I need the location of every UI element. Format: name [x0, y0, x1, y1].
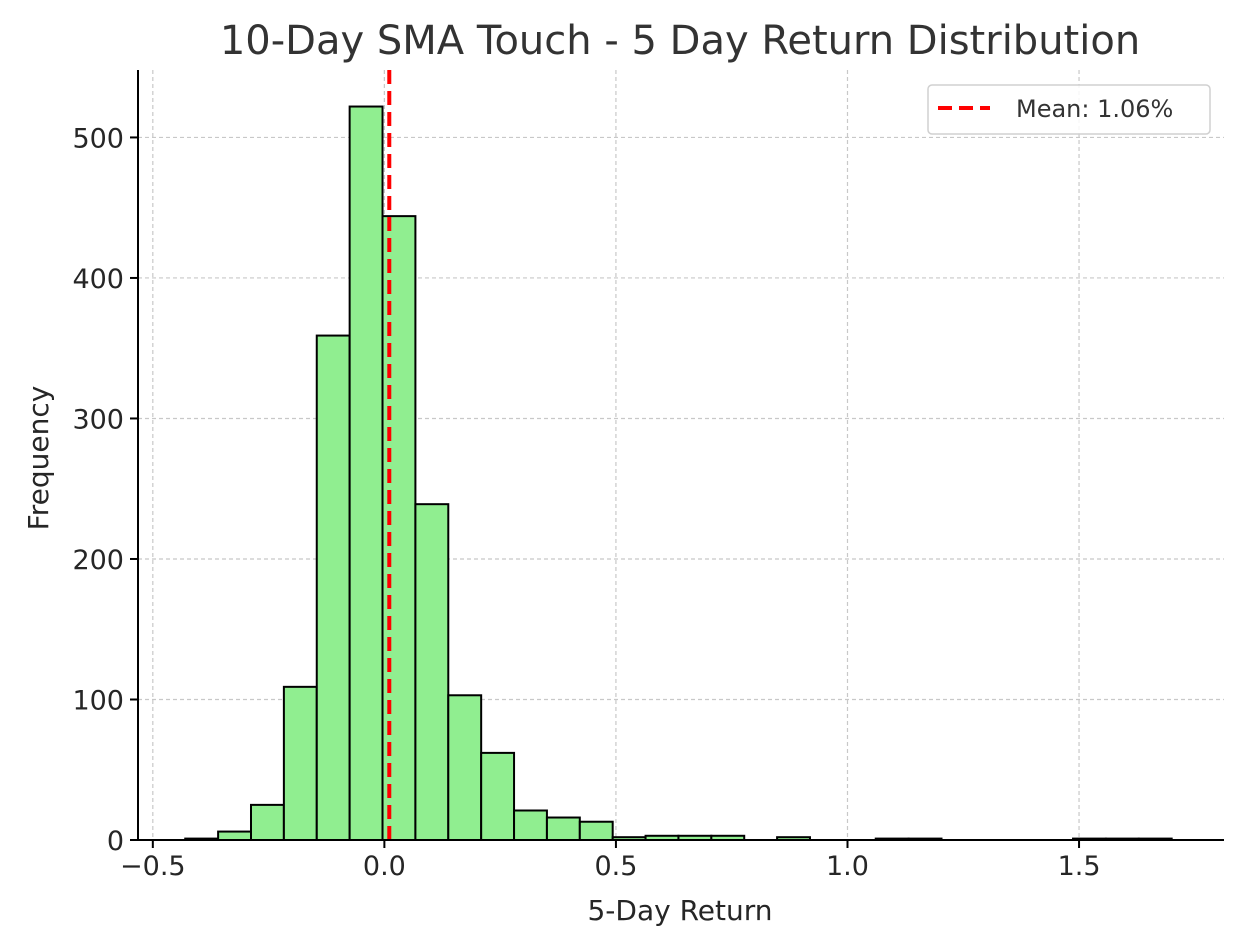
y-tick-label: 200: [72, 545, 124, 576]
histogram-bar: [348, 105, 384, 842]
legend: Mean: 1.06%: [927, 84, 1211, 135]
x-tick-label: −0.5: [120, 851, 186, 882]
x-axis-label: 5-Day Return: [587, 894, 772, 927]
histogram-bar: [480, 751, 516, 842]
y-axis-label: Frequency: [22, 386, 55, 531]
legend-mean-label: Mean: 1.06%: [1016, 95, 1173, 123]
histogram-bar: [282, 685, 318, 842]
x-axis-ticks: −0.5 0.0 0.5 1.0 1.5: [120, 840, 1101, 882]
y-tick-label: 100: [72, 685, 124, 716]
y-tick-label: 300: [72, 404, 124, 435]
histogram-bar: [447, 694, 483, 842]
histogram-bar: [513, 809, 548, 841]
chart-title: 10-Day SMA Touch - 5 Day Return Distribu…: [220, 18, 1140, 64]
histogram-bars: [184, 105, 1173, 842]
histogram-bar: [578, 820, 614, 842]
y-tick-label: 400: [72, 264, 124, 295]
x-tick-label: 1.5: [1058, 851, 1101, 882]
histogram-bar: [315, 334, 351, 841]
x-tick-label: 0.5: [594, 851, 637, 882]
histogram-bar: [217, 830, 252, 841]
y-tick-label: 0: [107, 826, 124, 857]
histogram-bar: [414, 503, 450, 841]
y-tick-label: 500: [72, 123, 124, 154]
histogram-bar: [545, 816, 581, 842]
legend-box: [927, 84, 1211, 135]
y-axis-ticks: 0 100 200 300 400 500: [72, 123, 138, 857]
x-tick-label: 1.0: [826, 851, 869, 882]
histogram-bar: [249, 803, 285, 841]
x-tick-label: 0.0: [363, 851, 406, 882]
